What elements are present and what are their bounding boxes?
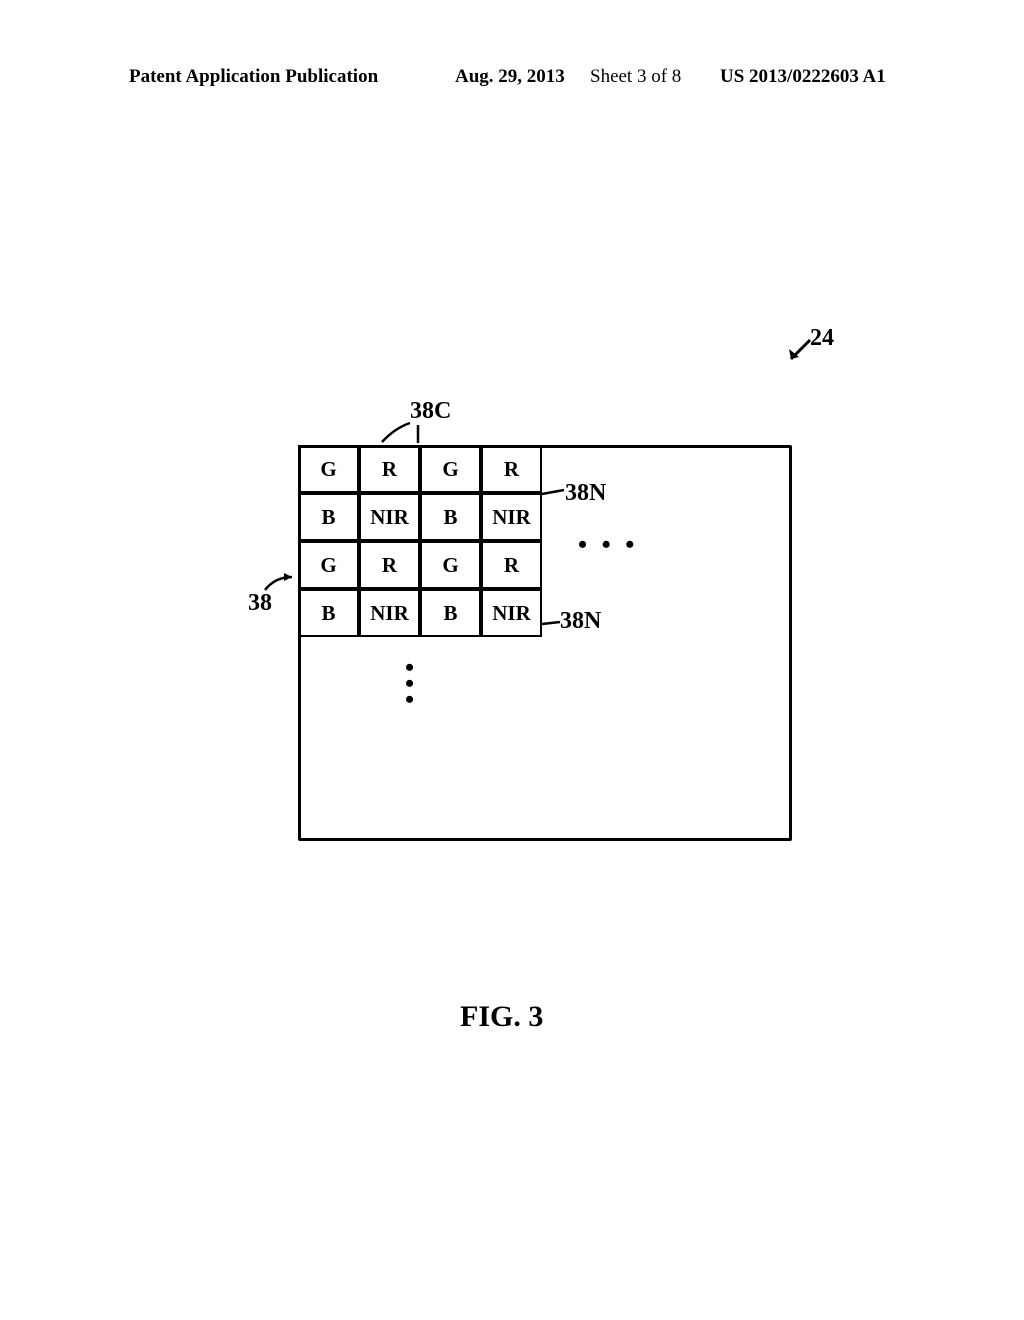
filter-cell: G (298, 445, 359, 493)
filter-cell: NIR (359, 493, 420, 541)
assembly-ref-label: 24 (810, 325, 834, 352)
lead-38-arrow-icon (260, 572, 300, 597)
header-pubno: US 2013/0222603 A1 (720, 66, 886, 88)
assembly-arrow-icon (785, 337, 815, 367)
filter-cell: NIR (359, 589, 420, 637)
filter-cell: R (359, 541, 420, 589)
filter-cell: G (298, 541, 359, 589)
filter-cell: NIR (481, 589, 542, 637)
header-publication: Patent Application Publication (129, 66, 378, 88)
filter-cell: G (420, 541, 481, 589)
filter-cell: NIR (481, 493, 542, 541)
figure-caption: FIG. 3 (460, 1000, 543, 1034)
lead-38c-arrow-icon (360, 420, 430, 450)
filter-cell: R (481, 541, 542, 589)
header-sheet: Sheet 3 of 8 (590, 66, 681, 88)
filter-cell: B (298, 493, 359, 541)
lead-38n-lower-label: 38N (560, 608, 601, 635)
filter-cell: B (420, 589, 481, 637)
filter-cell: R (481, 445, 542, 493)
filter-cell: B (298, 589, 359, 637)
lead-38n-upper-line-icon (542, 490, 572, 508)
ellipsis-horizontal: • • • (578, 530, 638, 560)
lead-38n-lower-line-icon (542, 620, 564, 632)
ellipsis-vertical: • • • (405, 660, 414, 708)
filter-cell: G (420, 445, 481, 493)
filter-cell: B (420, 493, 481, 541)
filter-cell: R (359, 445, 420, 493)
header-date: Aug. 29, 2013 (455, 66, 565, 88)
